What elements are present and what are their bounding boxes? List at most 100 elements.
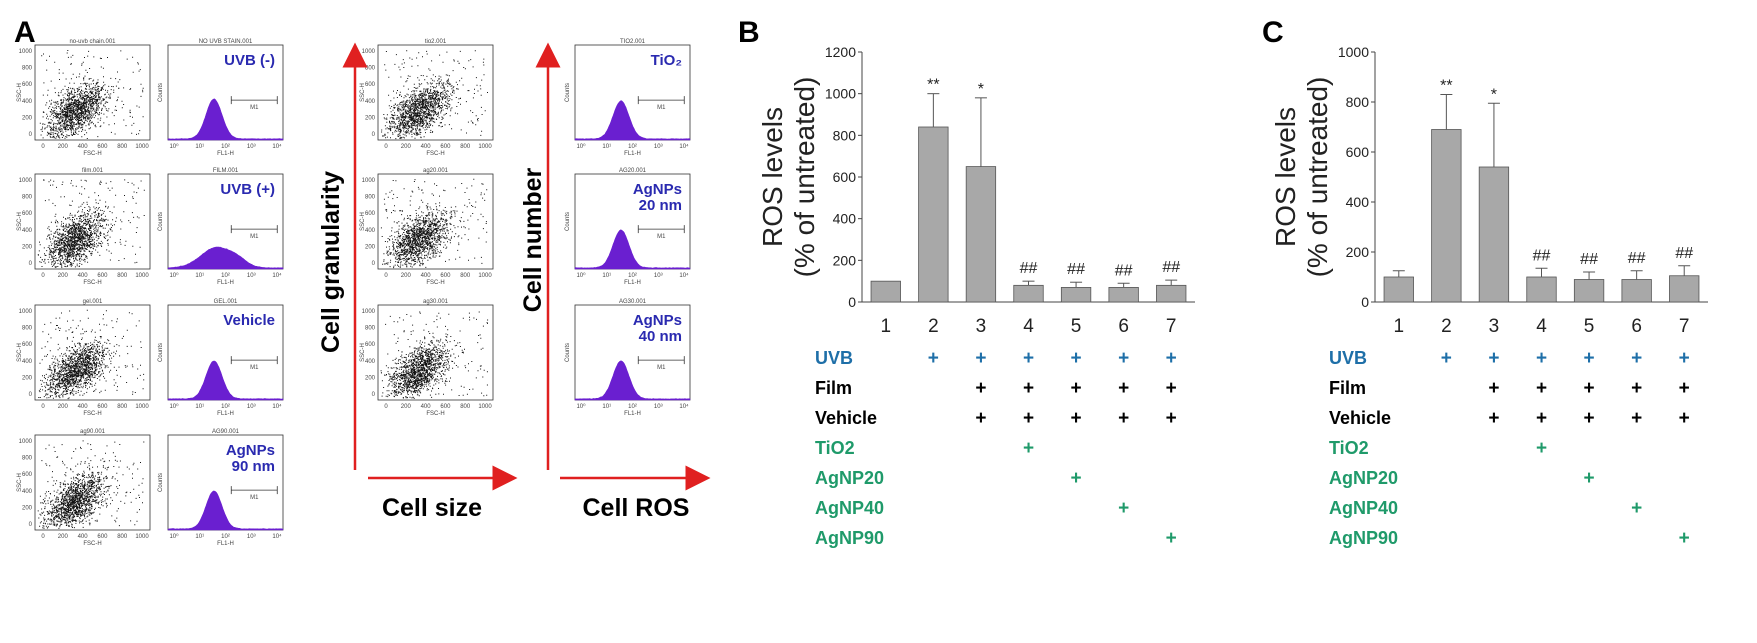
histogram-x-label: FL1-H (217, 151, 234, 157)
histogram-frame (167, 304, 284, 401)
histogram-title: AG20.001 (619, 168, 647, 174)
x-tick-label: 3 (1489, 316, 1500, 337)
scatter-y-tick: 0 (372, 392, 376, 398)
treatment-mark: + (1488, 408, 1499, 429)
scatter-x-tick: 1000 (135, 273, 149, 279)
bar (1526, 276, 1557, 303)
histogram-condition-label: 40 nm (639, 328, 682, 345)
scatter-plot: ag30.001 0 200 400 600 800 1000 0 200 400 600 800 10… (360, 299, 494, 417)
scatter-y-tick: 200 (365, 115, 376, 121)
gate-label: M1 (657, 234, 666, 240)
scatter-y-tick: 800 (365, 66, 376, 72)
cell-number-label: Cell number (519, 168, 547, 313)
scatter-y-label: SSC-H (17, 473, 23, 492)
histogram-x-tick: 10¹ (195, 534, 204, 540)
scatter-x-tick: 800 (460, 144, 471, 150)
scatter-y-tick: 200 (22, 244, 33, 250)
ros-bar-chart-c: 0 200 400 600 800 1000 ROS levels (% of untreat… (1270, 44, 1708, 337)
panel-b-letter: B (738, 16, 760, 49)
scatter-x-tick: 800 (460, 273, 471, 279)
y-tick-label: 800 (833, 127, 857, 143)
histogram-condition-label: UVB (-) (224, 52, 275, 69)
histogram-fill (167, 246, 284, 270)
scatter-points (380, 311, 489, 399)
treatment-mark: + (1071, 348, 1082, 369)
histogram-x-tick: 10³ (654, 404, 663, 410)
scatter-plot: ag90.001 0 200 400 600 800 1000 0 200 400 600 800 10… (17, 429, 151, 547)
y-tick-label: 1000 (825, 86, 856, 102)
scatter-y-tick: 200 (365, 244, 376, 250)
scatter-y-tick: 1000 (19, 309, 33, 315)
histogram-x-tick: 10³ (247, 534, 256, 540)
treatment-mark: + (1118, 348, 1129, 369)
scatter-y-tick: 800 (22, 326, 33, 332)
ros-bar-chart-b: 0 200 400 600 800 1000 1200 ROS levels (% of unt… (757, 44, 1195, 337)
treatment-mark: + (1584, 468, 1595, 489)
treatment-mark: + (1631, 408, 1642, 429)
histogram-x-tick: 10³ (654, 273, 663, 279)
histogram-y-label: Counts (565, 83, 571, 102)
histogram-x-tick: 10² (221, 534, 230, 540)
scatter-y-tick: 400 (365, 99, 376, 105)
histogram-condition-label: AgNPs (633, 181, 682, 198)
histogram-frame (167, 434, 284, 531)
y-tick-label: 0 (848, 294, 856, 310)
histogram-x-tick: 10³ (654, 144, 663, 150)
scatter-x-tick: 800 (117, 404, 128, 410)
histogram-x-tick: 10¹ (195, 404, 204, 410)
x-tick-label: 1 (880, 316, 891, 337)
histogram-condition-label: Vehicle (223, 312, 275, 329)
treatment-row-label: Film (815, 378, 852, 398)
scatter-x-tick: 200 (58, 273, 69, 279)
gate-label: M1 (250, 234, 259, 240)
scatter-x-tick: 0 (41, 273, 45, 279)
gate-label: M1 (250, 365, 259, 371)
histogram-fill (574, 229, 691, 270)
treatment-mark: + (1679, 378, 1690, 399)
y-tick-label: 0 (1361, 294, 1369, 310)
scatter-points (380, 178, 488, 269)
scatter-x-tick: 800 (117, 273, 128, 279)
scatter-y-tick: 1000 (19, 49, 33, 55)
scatter-y-tick: 800 (365, 195, 376, 201)
y-axis-title-line2: (% of untreated) (1302, 77, 1333, 278)
scatter-plot: film.001 0 200 400 600 800 1000 0 200 400 600 800 10… (17, 168, 151, 286)
scatter-y-tick: 400 (22, 228, 33, 234)
gate-label: M1 (657, 365, 666, 371)
histogram-x-tick: 10⁴ (272, 403, 282, 410)
histogram-x-tick: 10² (221, 404, 230, 410)
scatter-frame (34, 173, 151, 270)
scatter-x-tick: 1000 (478, 144, 492, 150)
histogram-x-tick: 10² (628, 273, 637, 279)
treatment-mark: + (1536, 378, 1547, 399)
scatter-x-tick: 200 (58, 404, 69, 410)
scatter-x-tick: 600 (97, 534, 108, 540)
bar (965, 166, 997, 303)
histogram-x-tick: 10¹ (602, 144, 611, 150)
significance-label: * (1491, 86, 1497, 103)
treatment-table-c: UVB + + + + + + Film + + + + + Vehicle + + + + + TiO2 + AgNP2… (1329, 348, 1690, 549)
histogram-title: AG90.001 (212, 429, 240, 435)
scatter-plot: no-uvb chain.001 0 200 400 600 800 1000 0 200 400… (17, 39, 151, 157)
significance-label: ## (1675, 245, 1693, 262)
bar (1383, 276, 1414, 303)
scatter-y-tick: 0 (29, 132, 33, 138)
histogram-y-label: Counts (158, 212, 164, 231)
panel-c-letter: C (1262, 16, 1284, 49)
scatter-y-tick: 600 (22, 342, 33, 348)
treatment-mark: + (975, 408, 986, 429)
scatter-y-tick: 0 (29, 261, 33, 267)
histogram-x-tick: 10² (628, 144, 637, 150)
y-tick-label: 800 (1346, 94, 1370, 110)
scatter-x-tick: 600 (440, 144, 451, 150)
scatter-x-tick: 400 (78, 273, 89, 279)
scatter-points (37, 440, 145, 529)
histogram-title: AG30.001 (619, 299, 647, 305)
histogram-fill (574, 100, 691, 141)
treatment-mark: + (1679, 528, 1690, 549)
treatment-mark: + (1584, 348, 1595, 369)
cell-ros-label: Cell ROS (583, 494, 690, 522)
scatter-title: film.001 (82, 168, 104, 174)
y-axis-title-line1: ROS levels (757, 107, 788, 247)
histogram-x-tick: 10⁴ (679, 403, 689, 410)
